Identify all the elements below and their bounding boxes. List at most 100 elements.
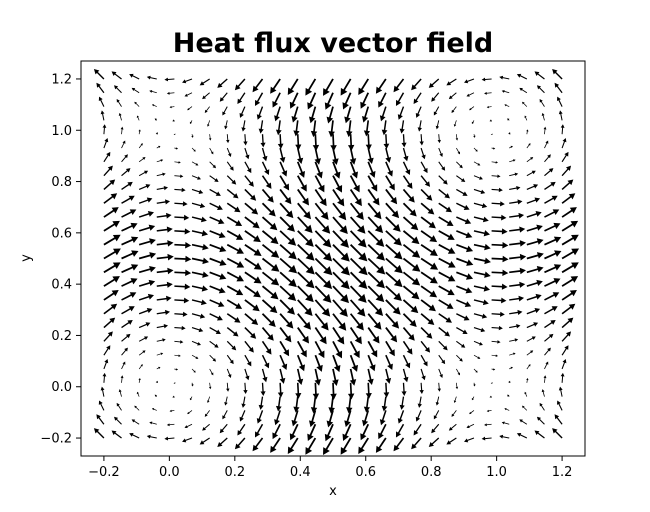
quiver-arrow [121, 361, 126, 370]
quiver-arrow [138, 224, 156, 232]
quiver-arrow [156, 159, 164, 163]
quiver-arrow [244, 188, 257, 201]
quiver-arrow [561, 276, 579, 287]
quiver-arrow [526, 293, 542, 301]
quiver-arrow [314, 327, 327, 345]
quiver-arrow [275, 120, 282, 136]
quiver-arrow [138, 308, 153, 315]
quiver-arrow [226, 161, 234, 171]
quiver-arrow [138, 322, 151, 329]
quiver-arrow [244, 202, 259, 215]
quiver-arrow [174, 201, 188, 207]
quiver-arrow [437, 134, 441, 144]
quiver-arrow [508, 132, 511, 135]
quiver-arrow [526, 350, 534, 356]
quiver-arrow [326, 106, 334, 124]
quiver-arrow [120, 375, 124, 383]
quiver-arrow [182, 78, 193, 84]
quiver-arrow [385, 271, 403, 288]
quiver-arrow [433, 106, 440, 116]
quiver-arrow [191, 216, 207, 223]
quiver-arrow [219, 423, 228, 434]
quiver-arrow [121, 306, 135, 315]
quiver-arrow [521, 405, 528, 411]
quiver-arrow [397, 106, 405, 120]
quiver-arrow [226, 354, 234, 365]
quiver-arrow [261, 147, 268, 162]
quiver-arrow [413, 92, 422, 105]
quiver-arrow [174, 242, 192, 249]
quiver-arrow [121, 292, 137, 301]
quiver-arrow [367, 327, 380, 344]
quiver-arrow [191, 175, 201, 180]
quiver-arrow [438, 340, 448, 351]
quiver-arrow [395, 92, 405, 106]
quiver-arrow [519, 419, 528, 425]
quiver-arrow [244, 326, 257, 339]
quiver-arrow [367, 147, 374, 165]
quiver-arrow [261, 340, 272, 355]
quiver-arrow [491, 255, 509, 263]
quiver-arrow [438, 230, 455, 240]
quiver-arrow [138, 184, 151, 191]
quiver-arrow [279, 202, 294, 219]
quiver-arrow [561, 303, 576, 315]
quiver-arrow [561, 289, 577, 301]
x-axis: −0.2 0.0 0.2 0.4 0.6 0.8 1.0 1.2 [88, 456, 572, 480]
quiver-arrow [516, 432, 528, 439]
quiver-arrow [420, 175, 431, 187]
quiver-arrow [501, 421, 510, 425]
quiver-arrow [561, 193, 576, 204]
quiver-arrow [166, 423, 175, 427]
quiver-arrow [149, 421, 157, 425]
quiver-arrow [393, 437, 405, 452]
y-tick-label: −0.2 [40, 432, 72, 447]
quiver-arrow [226, 134, 230, 144]
quiver-arrow [367, 230, 385, 247]
quiver-arrow [129, 73, 140, 80]
quiver-arrow [347, 134, 355, 151]
quiver-arrow [226, 230, 244, 240]
quiver-arrow [174, 147, 179, 150]
quiver-arrow [491, 187, 503, 193]
quiver-arrow [420, 202, 435, 215]
quiver-arrow [121, 347, 128, 356]
quiver-arrow [402, 257, 421, 272]
quiver-arrow [332, 257, 350, 276]
quiver-arrow [486, 409, 492, 413]
quiver-arrow [484, 423, 492, 427]
quiver-arrow [156, 324, 169, 329]
quiver-arrow [234, 78, 246, 91]
quiver-arrow [509, 240, 526, 247]
quiver-arrow [184, 423, 193, 429]
quiver-arrow [219, 92, 228, 102]
quiver-arrow [309, 106, 317, 124]
quiver-arrow [156, 352, 164, 356]
quiver-arrow [111, 430, 122, 439]
quiver-arrow [314, 244, 333, 262]
quiver-arrow [402, 368, 409, 383]
quiver-arrow [541, 112, 545, 121]
quiver-arrow [156, 212, 172, 219]
quiver-arrow [187, 410, 193, 415]
quiver-arrow [486, 105, 492, 109]
quiver-arrow [256, 410, 264, 424]
quiver-arrow [156, 338, 166, 342]
quiver-arrow [362, 106, 370, 123]
quiver-arrow [437, 382, 441, 392]
quiver-arrow [367, 285, 385, 303]
quiver-arrow [367, 340, 378, 358]
quiver-arrow [456, 230, 473, 239]
quiver-arrow [217, 437, 228, 447]
quiver-arrow [509, 226, 526, 233]
quiver-arrow [541, 389, 545, 397]
quiver-arrow [349, 188, 362, 207]
quiver-arrow [402, 188, 415, 203]
quiver-arrow [544, 140, 549, 149]
quiver-arrow [552, 428, 563, 439]
quiver-arrow [509, 366, 513, 370]
quiver-arrow [521, 101, 528, 107]
quiver-arrow [560, 372, 565, 383]
quiver-arrow [209, 161, 217, 169]
plot-area [80, 60, 586, 457]
